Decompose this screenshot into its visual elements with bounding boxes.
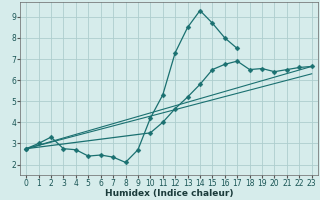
- X-axis label: Humidex (Indice chaleur): Humidex (Indice chaleur): [105, 189, 233, 198]
